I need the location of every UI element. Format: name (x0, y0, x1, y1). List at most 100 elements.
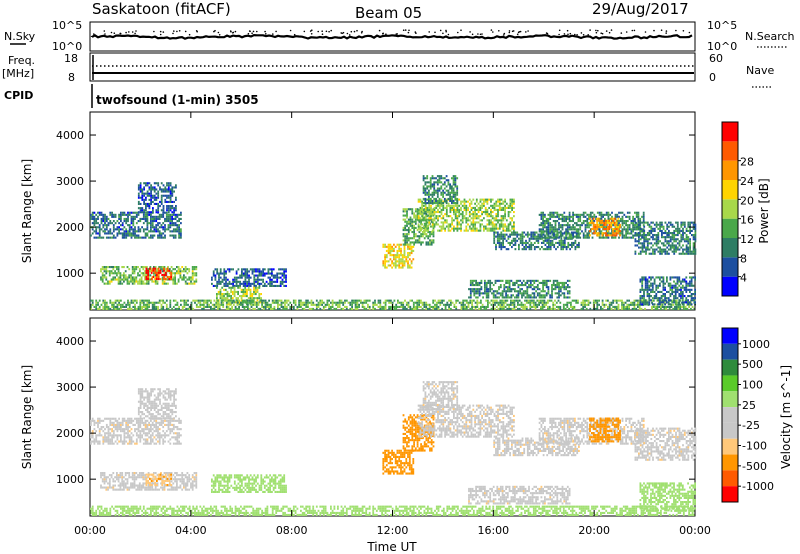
power-cell (626, 211, 629, 214)
power-cell (488, 198, 491, 201)
power-cell (646, 238, 649, 241)
power-cell (577, 230, 580, 233)
power-cell (442, 195, 444, 198)
power-cell (474, 211, 476, 214)
power-cell (494, 307, 496, 310)
power-cell (451, 223, 453, 226)
power-cell (100, 217, 103, 220)
power-cell (231, 290, 234, 293)
power-cell (160, 224, 163, 227)
power-cell (513, 229, 515, 232)
power-cell (116, 266, 118, 269)
power-cell (451, 204, 453, 207)
power-cell (153, 272, 155, 275)
power-cell (638, 307, 641, 310)
power-cell (592, 232, 595, 235)
power-cell (400, 247, 402, 250)
power-cell (540, 213, 543, 216)
power-cell (262, 307, 265, 310)
power-cell (164, 228, 166, 231)
power-cell (553, 237, 556, 240)
power-cell (315, 305, 318, 308)
power-cell (555, 241, 557, 244)
power-cell (636, 227, 639, 230)
power-cell (643, 246, 646, 249)
power-cell (641, 215, 643, 218)
power-cell (263, 274, 266, 277)
power-cell (121, 274, 124, 277)
power-cell (157, 202, 160, 205)
power-cell (418, 235, 421, 238)
power-cell (145, 196, 147, 199)
power-cell (453, 227, 455, 230)
power-cell (472, 217, 475, 220)
power-cell (241, 303, 244, 306)
power-cell (436, 187, 439, 190)
power-cell (435, 197, 437, 200)
power-cell (506, 307, 509, 310)
power-cell (467, 217, 469, 220)
power-cell (511, 303, 514, 306)
power-cell (468, 202, 471, 205)
power-cell (692, 252, 695, 255)
power-cell (186, 268, 189, 271)
power-cell (547, 217, 550, 220)
power-cell (589, 224, 592, 227)
power-cell (643, 238, 646, 241)
power-cell (279, 272, 282, 275)
power-cell (662, 225, 665, 228)
noise-trace (90, 33, 693, 40)
power-cell (682, 250, 684, 253)
power-cell (664, 236, 667, 239)
power-cell (149, 278, 152, 281)
power-cell (253, 284, 256, 287)
power-cell (605, 219, 607, 222)
power-cell (90, 213, 92, 216)
power-cell (120, 224, 122, 227)
power-cell (160, 209, 163, 212)
power-cell (614, 307, 616, 310)
power-cell (104, 301, 106, 304)
power-cell (116, 268, 118, 271)
power-cell (438, 202, 441, 205)
power-cell (685, 238, 688, 241)
power-cell (475, 213, 478, 216)
power-cell (214, 284, 217, 287)
power-cell (144, 220, 147, 223)
power-cell (476, 301, 479, 304)
power-cell (338, 305, 341, 308)
power-cell (148, 213, 150, 216)
power-cell (255, 268, 257, 271)
power-cell (666, 252, 669, 255)
power-cell (460, 208, 462, 211)
power-cell (636, 225, 639, 228)
power-cell (646, 240, 649, 243)
power-cell (220, 303, 223, 306)
power-cell (446, 301, 449, 304)
power-cell (157, 215, 159, 218)
power-cell (525, 233, 527, 236)
power-cell (142, 280, 145, 283)
power-cell (584, 215, 587, 218)
power-cell (437, 307, 440, 310)
power-cell (417, 225, 420, 228)
power-cell (406, 224, 408, 227)
power-cell (324, 305, 327, 308)
power-cell (479, 219, 482, 222)
power-cell (427, 231, 430, 234)
power-cell (518, 237, 520, 240)
power-cell (482, 296, 484, 299)
power-cell (664, 250, 667, 253)
power-cell (398, 260, 401, 263)
power-cell (480, 301, 482, 304)
power-cell (612, 299, 615, 302)
power-cell (123, 266, 125, 269)
power-cell (545, 232, 548, 235)
power-cell (135, 268, 138, 271)
power-cell (676, 232, 679, 235)
power-cell (130, 301, 133, 304)
power-cell (400, 258, 402, 261)
power-cell (174, 303, 177, 306)
power-cell (102, 236, 105, 239)
power-cell (146, 205, 149, 208)
